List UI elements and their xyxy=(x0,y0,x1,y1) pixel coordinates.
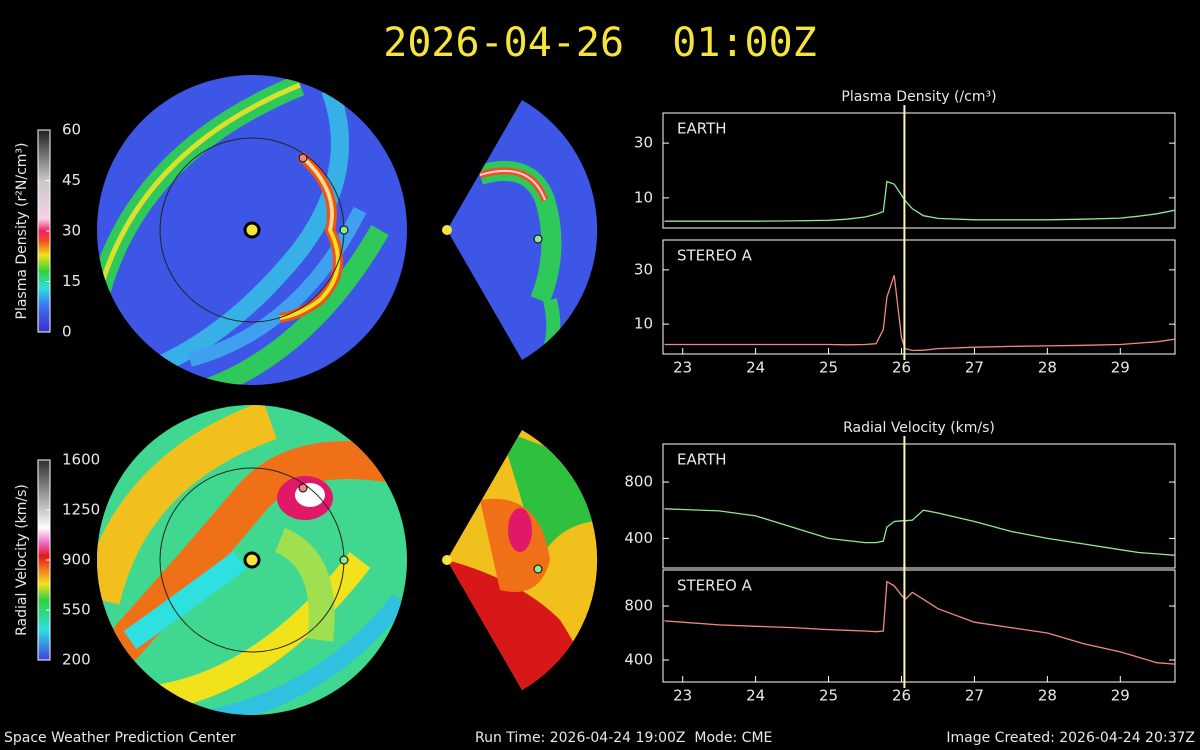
y-tick-label: 800 xyxy=(624,597,653,615)
x-tick-label: 26 xyxy=(892,687,911,705)
colorbar-tick-label: 1250 xyxy=(62,501,100,519)
colorbar-tick-label: 1600 xyxy=(62,451,100,469)
y-tick-label: 10 xyxy=(634,188,653,206)
density-wedge xyxy=(447,100,598,360)
x-tick-label: 23 xyxy=(673,359,692,377)
footer-center: Run Time: 2026-04-24 19:00Z Mode: CME xyxy=(475,730,772,746)
x-tick-label: 29 xyxy=(1111,359,1130,377)
plot-frame xyxy=(662,443,1176,569)
series-label: STEREO A xyxy=(677,577,753,595)
x-tick-label: 24 xyxy=(746,359,765,377)
series-label: STEREO A xyxy=(677,247,753,265)
footer-right: Image Created: 2026-04-24 20:37Z xyxy=(946,730,1195,746)
series-line xyxy=(664,508,1176,556)
x-tick-label: 27 xyxy=(965,687,984,705)
colorbar-tick-label: 45 xyxy=(62,171,81,189)
panel-title: Plasma Density (/cm³) xyxy=(841,89,996,105)
series-label: EARTH xyxy=(677,120,727,138)
colorbar-tick-label: 550 xyxy=(62,601,91,619)
plot-frame xyxy=(662,239,1176,355)
x-tick-label: 25 xyxy=(819,687,838,705)
y-tick-label: 10 xyxy=(634,315,653,333)
y-tick-label: 400 xyxy=(624,529,653,547)
y-tick-label: 400 xyxy=(624,651,653,669)
colorbar-tick-label: 30 xyxy=(62,222,81,240)
y-tick-label: 30 xyxy=(634,260,653,278)
colorbar-tick-label: 60 xyxy=(62,121,81,139)
x-tick-label: 27 xyxy=(965,359,984,377)
plot-frame xyxy=(662,112,1176,229)
x-tick-label: 23 xyxy=(673,687,692,705)
x-tick-label: 24 xyxy=(746,687,765,705)
x-tick-label: 26 xyxy=(892,359,911,377)
y-tick-label: 30 xyxy=(634,134,653,152)
series-line xyxy=(664,275,1176,352)
x-tick-label: 28 xyxy=(1038,687,1057,705)
x-tick-label: 29 xyxy=(1111,687,1130,705)
x-tick-label: 25 xyxy=(819,359,838,377)
colorbar-tick-label: 900 xyxy=(62,551,91,569)
series-line xyxy=(664,580,1176,665)
y-tick-label: 800 xyxy=(624,473,653,491)
colorbar-tick-label: 200 xyxy=(62,651,91,669)
series-line xyxy=(664,180,1176,222)
footer-left: Space Weather Prediction Center xyxy=(4,730,236,746)
colorbar-label: Plasma Density (r²N/cm³) xyxy=(14,143,30,320)
series-label: EARTH xyxy=(677,451,727,469)
density-disk xyxy=(97,75,407,385)
velocity-wedge xyxy=(447,430,598,690)
panel-title: Radial Velocity (km/s) xyxy=(843,420,995,436)
colorbar-tick-label: 0 xyxy=(62,323,72,341)
colorbar-label: Radial Velocity (km/s) xyxy=(14,484,30,636)
x-tick-label: 28 xyxy=(1038,359,1057,377)
colorbar-tick-label: 15 xyxy=(62,272,81,290)
page-title: 2026-04-26 01:00Z xyxy=(383,20,816,66)
